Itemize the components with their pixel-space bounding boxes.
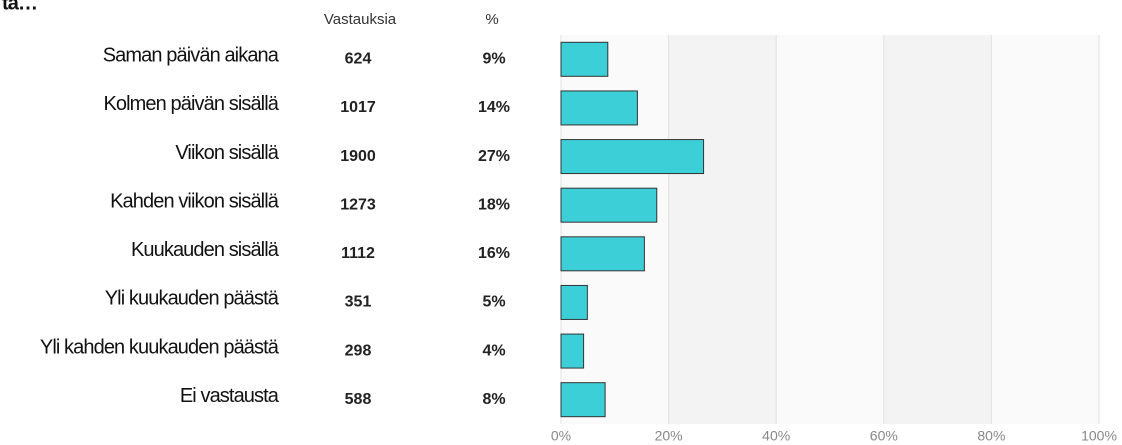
category-label: Yli kuukauden päästä	[105, 288, 280, 310]
percent-label: 8%	[482, 391, 505, 408]
bar	[560, 284, 588, 320]
bar	[560, 90, 638, 126]
category-label: Yli kahden kuukauden päästä	[40, 336, 280, 358]
column-header: Vastauksia	[324, 11, 397, 28]
x-tick-label: 0%	[551, 428, 571, 444]
bar	[560, 382, 606, 418]
count-label: 1900	[340, 148, 376, 165]
plot-band	[883, 35, 992, 424]
plot-band	[668, 35, 777, 424]
count-label: 1017	[340, 99, 376, 116]
count-label: 1112	[341, 245, 375, 262]
x-tick-label: 80%	[977, 428, 1005, 444]
x-tick-label: 60%	[870, 428, 898, 444]
percent-label: 16%	[478, 245, 510, 262]
category-label: Viikon sisällä	[175, 142, 279, 164]
bar	[560, 333, 585, 369]
bar	[560, 187, 658, 223]
x-tick-label: 40%	[762, 428, 790, 444]
category-label: Kahden viikon sisällä	[110, 190, 280, 212]
category-label: Ei vastausta	[180, 385, 280, 407]
x-tick-label: 100%	[1081, 428, 1117, 444]
percent-label: 14%	[478, 99, 510, 116]
plot-band	[991, 35, 1099, 424]
x-tick-label: 20%	[655, 428, 683, 444]
bar	[560, 236, 645, 272]
bar	[560, 41, 609, 77]
percent-label: 9%	[482, 51, 505, 68]
percent-label: 27%	[478, 148, 510, 165]
plot-band	[776, 35, 884, 424]
column-header: %	[485, 11, 498, 28]
count-label: 1273	[340, 196, 376, 213]
chart-title: ta…	[2, 0, 37, 14]
count-label: 298	[345, 342, 372, 359]
category-label: Kolmen päivän sisällä	[103, 93, 279, 115]
count-label: 624	[345, 51, 372, 68]
count-label: 351	[345, 294, 372, 311]
percent-label: 18%	[478, 196, 510, 213]
bar	[560, 139, 705, 175]
category-label: Saman päivän aikana	[103, 45, 280, 67]
percent-label: 5%	[482, 294, 505, 311]
category-label: Kuukauden sisällä	[131, 239, 280, 261]
count-label: 588	[345, 391, 372, 408]
percent-label: 4%	[482, 342, 505, 359]
